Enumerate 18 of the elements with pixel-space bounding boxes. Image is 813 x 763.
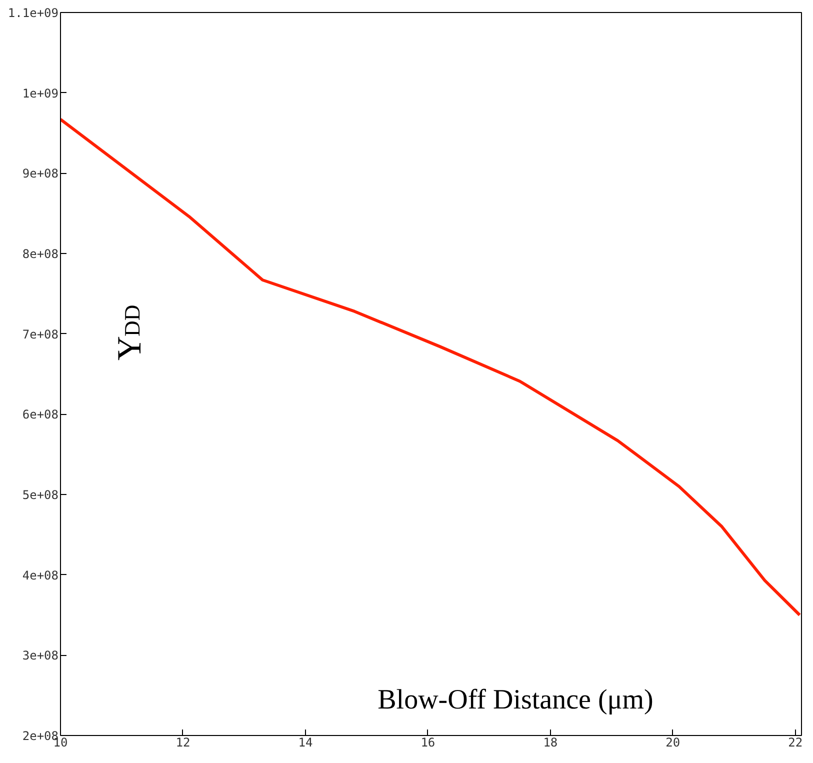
y-tick-label: 4e+08	[22, 568, 58, 582]
x-tick-label: 18	[543, 736, 558, 750]
y-tick-label: 1.1e+09	[8, 6, 59, 20]
x-tick-label: 20	[666, 736, 680, 750]
x-tick-label: 16	[420, 736, 436, 750]
y-tick-label: 3e+08	[22, 648, 58, 663]
x-tick-label: 22	[788, 736, 803, 750]
y-tick-label: 9e+08	[22, 166, 58, 181]
y-tick-label: 1e+09	[22, 86, 58, 100]
y-tick-label: 5e+08	[22, 488, 58, 502]
y-tick-label: 7e+08	[22, 327, 58, 342]
x-tick-label: 12	[176, 736, 190, 750]
y-tick-label: 8e+08	[22, 247, 58, 261]
line-series	[60, 118, 802, 616]
x-tick-label: 14	[298, 736, 313, 750]
y-axis-title: YDD	[112, 304, 148, 360]
x-axis-title: Blow-Off Distance (μm)	[378, 684, 654, 716]
y-tick-label: 6e+08	[22, 408, 58, 422]
